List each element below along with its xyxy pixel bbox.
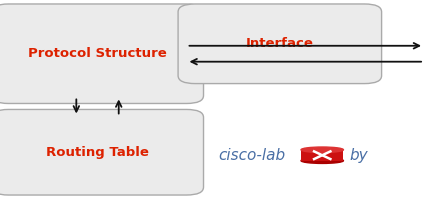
FancyBboxPatch shape	[301, 150, 343, 161]
Text: by: by	[350, 148, 368, 163]
Text: Interface: Interface	[246, 37, 314, 50]
Ellipse shape	[301, 147, 343, 152]
Text: Protocol Structure: Protocol Structure	[28, 47, 167, 60]
Text: cisco-lab: cisco-lab	[218, 148, 285, 163]
Text: Routing Table: Routing Table	[46, 146, 149, 159]
FancyBboxPatch shape	[178, 4, 382, 84]
FancyBboxPatch shape	[0, 4, 204, 103]
FancyBboxPatch shape	[0, 109, 204, 195]
Ellipse shape	[301, 158, 343, 163]
